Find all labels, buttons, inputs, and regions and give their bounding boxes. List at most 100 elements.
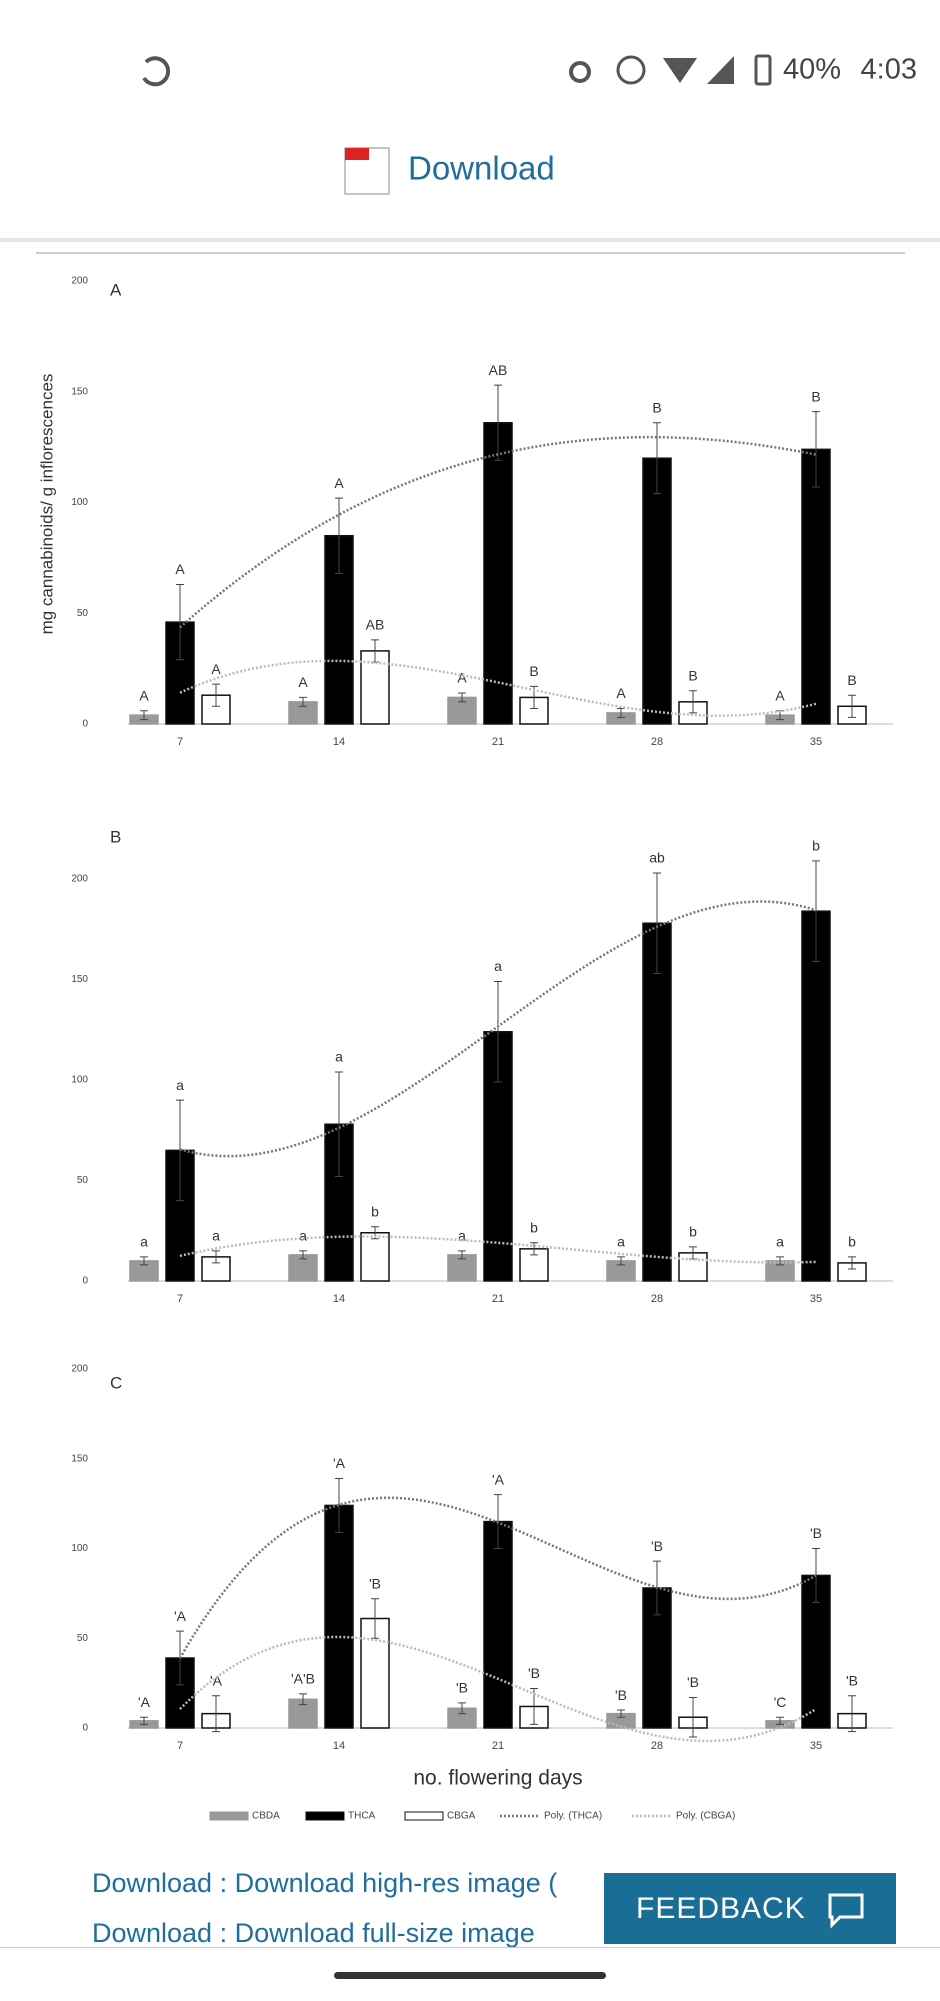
signal-icon [707,56,734,84]
significance-letter: A [211,661,221,677]
significance-letter: 'B [687,1674,699,1690]
y-tick-label: 150 [71,974,88,985]
error-bar [653,422,661,495]
significance-letter: b [371,1203,379,1219]
figure: mg cannabinoids/ g inflorescences no. fl… [36,252,905,1822]
significance-letter: a [176,1077,184,1093]
x-tick-label: 21 [492,1740,504,1752]
significance-letter: A [616,685,626,701]
download-link[interactable]: Download [408,150,555,187]
significance-letter: 'A [492,1471,505,1487]
x-tick-label: 14 [333,736,345,748]
error-bar [689,1696,697,1738]
significance-letter: a [458,1228,466,1244]
x-tick-label: 28 [651,736,663,748]
top-bar: 40% 4:03 Download [0,54,940,242]
key-icon [569,61,591,83]
y-tick-label: 50 [77,608,89,619]
significance-letter: b [689,1224,697,1240]
significance-letter: B [811,388,820,404]
error-bar [458,1702,466,1715]
bar [483,1520,513,1729]
pdf-badge [345,148,369,160]
refresh-icon[interactable] [142,56,171,87]
significance-letter: AB [489,362,508,378]
significance-letter: a [776,1234,784,1250]
bar [288,1698,318,1729]
significance-letter: A [139,687,149,703]
significance-letter: 'B [528,1665,540,1681]
y-tick-label: 100 [71,1075,88,1086]
x-tick-label: 14 [333,1740,345,1752]
error-bar [494,384,502,461]
significance-letter: a [140,1234,148,1250]
x-axis-label: no. flowering days [413,1767,582,1790]
x-tick-label: 7 [177,1293,183,1305]
y-tick-label: 150 [71,1453,88,1464]
significance-letter: 'B [651,1538,663,1554]
error-bar [776,1256,784,1266]
panel-label: B [110,827,121,846]
error-bar [140,1716,148,1725]
trend-line [179,1235,817,1264]
link[interactable]: Download : Download high-res image ( [92,1868,558,1898]
y-tick-label: 100 [71,497,88,508]
x-tick-label: 35 [810,1740,822,1752]
significance-letter: a [335,1049,343,1065]
legend-label: THCA [348,1811,376,1822]
nav-bar [0,1947,940,2001]
error-bar [776,1716,784,1725]
error-bar [299,1250,307,1260]
legend-swatch [209,1811,249,1821]
y-tick-label: 0 [82,719,88,730]
legend-label: Poly. (CBGA) [676,1811,735,1822]
significance-letter: 'A [174,1608,187,1624]
error-bar [212,683,220,707]
error-bar [176,583,184,661]
error-bar [689,690,697,714]
x-tick-label: 14 [333,1293,345,1305]
error-bar [848,694,856,718]
home-pill[interactable] [334,1972,606,1979]
significance-letter: 'A [138,1694,151,1710]
error-bar [494,981,502,1083]
feedback-label: FEEDBACK [636,1891,806,1925]
feedback-button[interactable]: FEEDBACK [604,1873,896,1944]
error-bar [812,1548,820,1603]
wifi-icon [663,58,697,83]
significance-letter: 'B [369,1575,381,1591]
y-tick-label: 100 [71,1543,88,1554]
error-bar [458,1250,466,1260]
bar [360,1232,390,1282]
y-tick-label: 200 [71,276,88,287]
legend-label: Poly. (THCA) [544,1811,602,1822]
trend-line [179,435,817,629]
bar [801,910,831,1282]
x-tick-label: 7 [177,736,183,748]
y-tick-label: 200 [71,1364,88,1375]
significance-letter: A [298,674,308,690]
x-tick-label: 7 [177,1740,183,1752]
legend-label: CBGA [447,1811,476,1822]
error-bar [335,1071,343,1177]
y-tick-label: 0 [82,1723,88,1734]
significance-letter: AB [366,617,385,633]
significance-letter: 'B [846,1672,858,1688]
trend-line [178,1496,817,1659]
error-bar [335,497,343,574]
bar [447,696,477,725]
significance-letter: A [334,475,344,491]
error-bar [212,1695,220,1733]
link[interactable]: Download : Download full-size image [92,1918,535,1948]
bar [642,922,672,1282]
time: 4:03 [861,54,917,86]
error-bar [848,1256,856,1270]
panel-label: C [110,1373,122,1392]
y-axis-label: mg cannabinoids/ g inflorescences [37,374,56,635]
bar [324,1504,354,1729]
legend-swatch [404,1811,444,1821]
battery-icon [754,54,772,86]
error-bar [299,1693,307,1706]
significance-letter: A [175,561,185,577]
significance-letter: A [457,670,467,686]
